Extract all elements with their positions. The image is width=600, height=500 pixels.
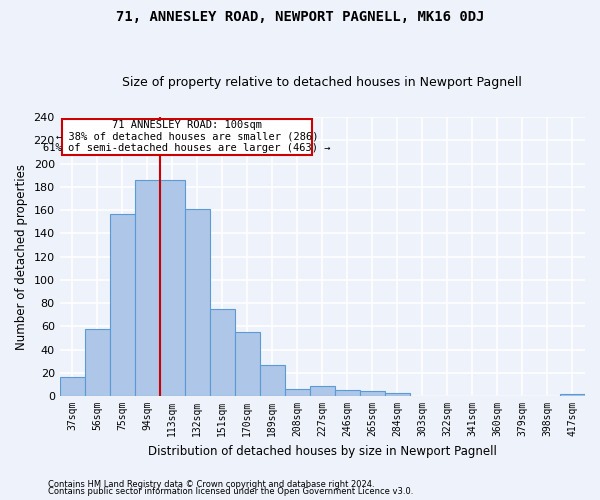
Bar [235,332,260,396]
Bar [185,209,210,396]
Bar [560,394,585,396]
Bar [135,180,160,396]
Bar [110,214,135,396]
Bar [85,328,110,396]
Text: Contains HM Land Registry data © Crown copyright and database right 2024.: Contains HM Land Registry data © Crown c… [48,480,374,489]
Bar [385,392,410,396]
Text: 71, ANNESLEY ROAD, NEWPORT PAGNELL, MK16 0DJ: 71, ANNESLEY ROAD, NEWPORT PAGNELL, MK16… [116,10,484,24]
Bar [285,389,310,396]
Bar [59,378,85,396]
Bar [335,390,360,396]
Text: ← 38% of detached houses are smaller (286): ← 38% of detached houses are smaller (28… [56,132,319,142]
Title: Size of property relative to detached houses in Newport Pagnell: Size of property relative to detached ho… [122,76,522,90]
Text: 71 ANNESLEY ROAD: 100sqm: 71 ANNESLEY ROAD: 100sqm [112,120,262,130]
FancyBboxPatch shape [62,120,313,156]
Bar [210,309,235,396]
Bar [160,180,185,396]
Bar [360,392,385,396]
Bar [310,386,335,396]
X-axis label: Distribution of detached houses by size in Newport Pagnell: Distribution of detached houses by size … [148,444,497,458]
Y-axis label: Number of detached properties: Number of detached properties [15,164,28,350]
Text: Contains public sector information licensed under the Open Government Licence v3: Contains public sector information licen… [48,488,413,496]
Bar [260,364,285,396]
Text: 61% of semi-detached houses are larger (463) →: 61% of semi-detached houses are larger (… [43,144,331,154]
